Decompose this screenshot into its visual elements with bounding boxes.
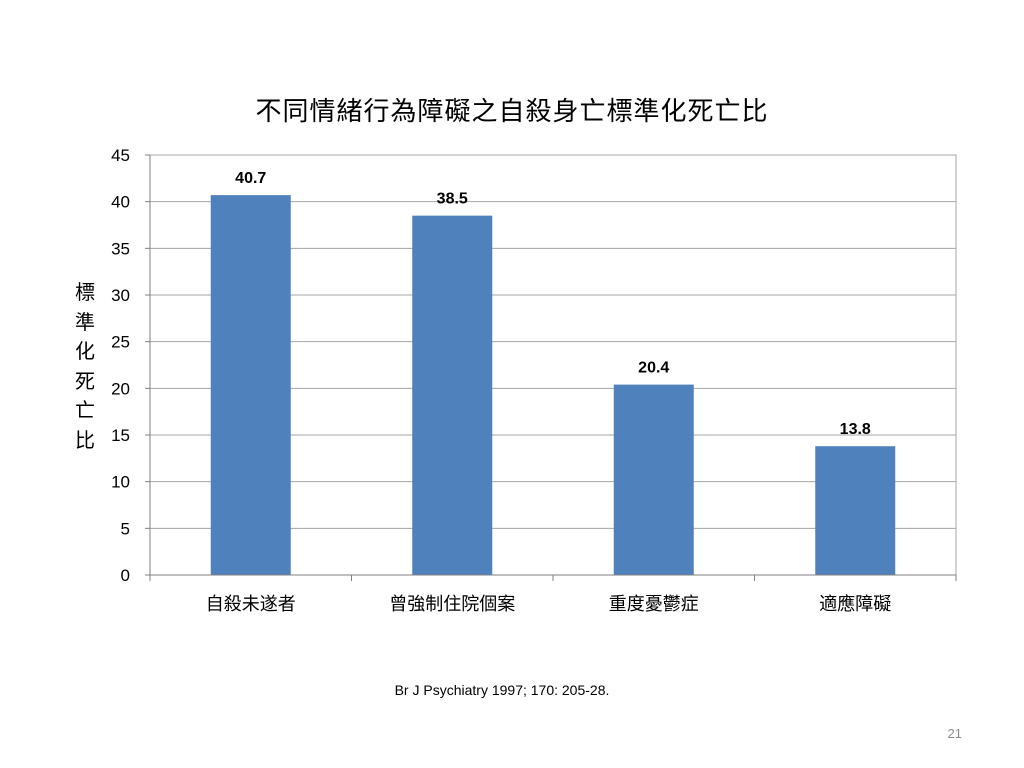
y-tick-label: 35 [111, 239, 130, 258]
bar [613, 384, 694, 575]
y-axis-label-char: 比 [75, 427, 95, 452]
category-label: 自殺未遂者 [206, 594, 296, 615]
y-tick-label: 30 [111, 286, 130, 305]
bar [210, 195, 291, 575]
data-label: 40.7 [235, 170, 266, 187]
y-axis-label-char: 死 [75, 368, 95, 393]
data-label: 13.8 [840, 421, 871, 438]
bar [815, 446, 896, 575]
y-axis-label-char: 準 [75, 309, 95, 334]
y-tick-label: 40 [111, 193, 130, 212]
axes [145, 154, 957, 581]
citation: Br J Psychiatry 1997; 170: 205-28. [394, 682, 610, 698]
page-number: 21 [947, 726, 962, 741]
y-tick-label: 45 [111, 146, 130, 165]
category-label: 重度憂鬱症 [609, 594, 699, 615]
data-label: 20.4 [638, 360, 669, 377]
category-label: 適應障礙 [819, 593, 891, 615]
y-tick-label: 0 [121, 566, 130, 585]
bar [412, 215, 493, 575]
y-tick-label: 5 [121, 519, 130, 538]
bars [210, 195, 896, 575]
y-axis-label-char: 化 [75, 339, 95, 363]
data-label: 38.5 [437, 191, 468, 208]
category-label: 曾強制住院個案 [389, 594, 515, 615]
y-axis-label-char: 標 [75, 280, 95, 304]
y-tick-label: 10 [111, 473, 130, 492]
chart-title: 不同情緒行為障礙之自殺身亡標準化死亡比 [255, 97, 769, 127]
y-tick-label: 15 [111, 426, 130, 445]
y-tick-label: 25 [111, 333, 130, 352]
labels: 0 5 10 15 20 25 30 35 40 45 40.7 自殺未遂者 38.5 曾強制住院個案 20… [111, 146, 891, 615]
y-tick-label: 20 [111, 379, 130, 398]
y-axis-label: 標準化死亡比 [70, 278, 100, 455]
y-axis-label-char: 亡 [75, 398, 95, 422]
